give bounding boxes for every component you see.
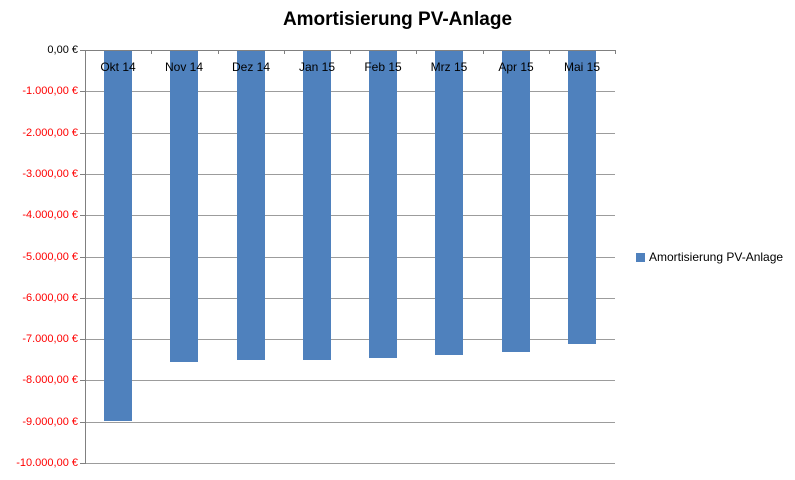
x-axis-tick: [615, 50, 616, 54]
x-axis-tick: [416, 50, 418, 54]
y-axis-tick: [80, 50, 85, 51]
y-tick-label: -3.000,00 €: [22, 167, 78, 180]
y-tick-label: -7.000,00 €: [22, 333, 78, 346]
y-tick-label: -8.000,00 €: [22, 374, 78, 387]
x-axis-tick: [283, 50, 285, 54]
chart-bar[interactable]: [237, 51, 265, 360]
y-tick-label: -10.000,00 €: [16, 457, 78, 469]
y-axis-tick: [80, 132, 85, 134]
x-axis-tick: [350, 50, 351, 54]
y-tick-label: -5.000,00 €: [22, 250, 78, 263]
chart-title[interactable]: Amortisierung PV-Anlage: [282, 9, 513, 30]
chart-bar[interactable]: [568, 51, 596, 344]
chart-bar[interactable]: [502, 51, 530, 352]
x-axis-tick: [482, 50, 484, 54]
x-category-label: Feb 15: [364, 60, 402, 74]
y-axis-tick: [80, 463, 85, 464]
gridline: [85, 215, 615, 217]
y-tick-label: 0,00 €: [47, 44, 78, 56]
gridline: [85, 91, 615, 93]
chart-bar[interactable]: [104, 51, 132, 421]
chart-bar[interactable]: [435, 51, 463, 355]
y-tick-label: -6.000,00 €: [22, 291, 78, 304]
x-category-label: Jan 15: [298, 60, 336, 74]
y-tick-label: -4.000,00 €: [22, 209, 78, 222]
gridline: [85, 339, 615, 341]
y-axis-tick: [80, 256, 85, 258]
y-axis-tick: [80, 173, 85, 175]
y-tick-label: -1.000,00 €: [22, 85, 78, 98]
x-category-label: Apr 15: [498, 60, 534, 74]
y-axis-tick: [80, 421, 85, 423]
chart-bar[interactable]: [303, 51, 331, 360]
gridline: [85, 380, 615, 382]
x-axis-tick: [548, 50, 550, 54]
x-category-label: Nov 14: [164, 60, 204, 74]
gridline: [85, 421, 615, 423]
gridline: [85, 297, 615, 299]
chart-bar[interactable]: [170, 51, 198, 362]
y-tick-label: -9.000,00 €: [22, 415, 78, 428]
x-axis-tick: [85, 50, 86, 54]
y-tick-label: -2.000,00 €: [22, 126, 78, 139]
x-category-label: Dez 14: [231, 60, 271, 74]
legend[interactable]: Amortisierung PV-Anlage: [636, 250, 783, 264]
y-axis-tick: [80, 215, 85, 217]
x-category-label: Mai 15: [563, 60, 601, 74]
x-category-label: Mrz 15: [430, 60, 468, 74]
y-axis-line: [85, 50, 86, 464]
x-category-label: Okt 14: [100, 60, 136, 74]
chart-bar[interactable]: [369, 51, 397, 358]
x-axis-tick: [151, 50, 153, 54]
gridline: [85, 132, 615, 134]
y-axis-tick: [80, 339, 85, 341]
y-axis-tick: [80, 380, 85, 382]
y-axis-tick: [80, 91, 85, 93]
legend-swatch: [636, 252, 645, 262]
legend-label: Amortisierung PV-Anlage: [649, 250, 784, 264]
gridline: [85, 173, 615, 175]
y-axis-tick: [80, 297, 85, 299]
gridline: [85, 463, 615, 464]
x-axis-tick: [217, 50, 219, 54]
gridline: [85, 256, 615, 258]
